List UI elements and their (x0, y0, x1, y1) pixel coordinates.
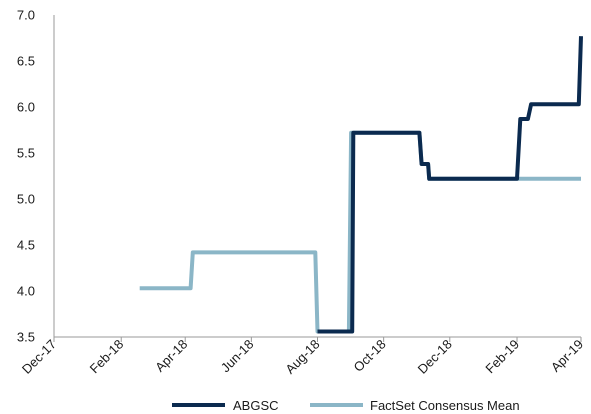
legend-label: ABGSC (233, 398, 279, 413)
x-axis: Dec-17 Feb-18 Apr-18 Jun-18 Aug-18 Oct-18 Dec-… (19, 336, 586, 377)
x-tick-label: Apr-18 (152, 337, 190, 375)
y-tick-label: 3.5 (17, 330, 35, 345)
y-axis: 3.5 4.0 4.5 5.0 5.5 6.0 6.5 7.0 (17, 8, 55, 345)
series-line-abgsc (317, 36, 583, 334)
y-tick-label: 6.0 (17, 100, 35, 115)
x-tick-label: Apr-19 (548, 337, 586, 375)
x-tick-label: Feb-19 (482, 337, 522, 377)
x-tick-label: Jun-18 (218, 337, 257, 376)
y-tick-label: 5.5 (17, 146, 35, 161)
y-tick-label: 4.0 (17, 284, 35, 299)
plot-area (139, 36, 583, 334)
x-tick-label: Dec-18 (415, 337, 455, 377)
y-tick-label: 6.5 (17, 54, 35, 69)
y-tick-label: 7.0 (17, 8, 35, 23)
x-tick-label: Oct-18 (351, 337, 389, 375)
x-tick-label: Feb-18 (87, 337, 127, 377)
legend: ABGSC FactSet Consensus Mean (172, 398, 520, 413)
x-tick-label: Aug-18 (282, 337, 322, 377)
y-tick-label: 4.5 (17, 238, 35, 253)
y-tick-label: 5.0 (17, 192, 35, 207)
series-line-factset-consensus-mean (139, 130, 581, 334)
legend-label: FactSet Consensus Mean (370, 398, 520, 413)
